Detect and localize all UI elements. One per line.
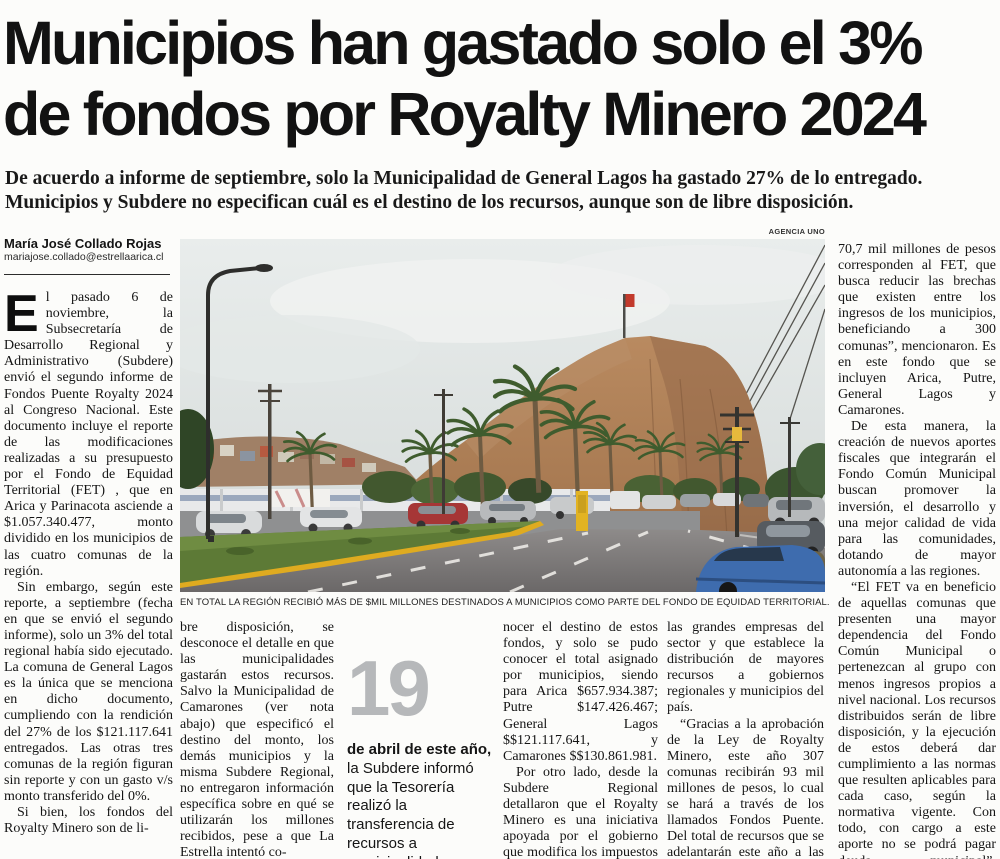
column-6: 70,7 mil millones de pesos corresponden … xyxy=(838,242,996,859)
paragraph: Por otro lado, desde la Subdere Regional… xyxy=(503,764,658,859)
byline-email: mariajose.collado@estrellaarica.cl xyxy=(4,251,164,263)
parked-cars-right xyxy=(695,497,825,592)
cloud xyxy=(550,245,825,305)
paragraph: Si bien, los fondos del Royalty Minero s… xyxy=(4,805,173,837)
paragraph: De esta manera, la creación de nuevos ap… xyxy=(838,419,996,579)
headline-line-2: de fondos por Royalty Minero 2024 xyxy=(3,80,927,148)
paragraph: “Gracias a la aprobación de la Ley de Ro… xyxy=(667,716,824,859)
flag xyxy=(625,294,635,307)
paragraph-text: “El FET va en beneficio de aquellas comu… xyxy=(838,579,996,859)
paragraph-text: l pasado 6 de noviembre, la Subsecretarí… xyxy=(4,290,173,579)
pullquote-bold-lead: de abril de este año, xyxy=(347,741,492,758)
flag-pole xyxy=(623,294,626,338)
drop-cap: E xyxy=(4,285,39,343)
pullquote-block: 19 de abril de este año, la Subdere info… xyxy=(347,620,497,859)
paragraph: 70,7 mil millones de pesos corresponden … xyxy=(838,242,996,418)
byline-rule xyxy=(4,274,170,275)
paragraph: “El FET va en beneficio de aquellas comu… xyxy=(838,580,996,859)
roadside-sign xyxy=(576,491,588,531)
power-pole-right xyxy=(720,407,800,537)
photo-caption: EN TOTAL LA REGIÓN RECIBIÓ MÁS DE $MIL M… xyxy=(180,597,830,608)
deck: De acuerdo a informe de septiembre, solo… xyxy=(5,168,923,213)
pullquote-text: de abril de este año, la Subdere informó… xyxy=(347,741,497,859)
headline-line-1: Municipios han gastado solo el 3% xyxy=(3,9,923,77)
byline-author: María José Collado Rojas xyxy=(4,236,162,251)
photo-credit: AGENCIA UNO xyxy=(768,227,825,236)
street-lamp xyxy=(206,264,273,542)
utility-pole-left xyxy=(258,384,282,519)
article-photo xyxy=(180,239,825,592)
column-5: las grandes empresas del sector y que es… xyxy=(667,620,824,859)
paragraph: Sin embargo, según este reporte, a septi… xyxy=(4,579,173,804)
grass-median xyxy=(180,521,544,590)
utility-pole-mid xyxy=(434,389,453,514)
pullquote-rest: la Subdere informó que la Tesorería real… xyxy=(347,759,474,859)
paragraph: nocer el destino de estos fondos, y solo… xyxy=(503,620,658,764)
parked-cars-distant xyxy=(610,491,769,509)
parked-cars-left xyxy=(196,497,594,539)
photo-illustration xyxy=(180,239,825,592)
paragraph: bre disposición, se desconoce el detalle… xyxy=(180,620,334,859)
column-1: María José Collado Rojas mariajose.colla… xyxy=(4,236,173,857)
cloud xyxy=(180,315,420,383)
column-4: nocer el destino de estos fondos, y solo… xyxy=(503,620,658,859)
pullquote-number: 19 xyxy=(347,644,431,732)
paragraph: las grandes empresas del sector y que es… xyxy=(667,620,824,716)
blue-car xyxy=(695,545,825,592)
byline: María José Collado Rojas mariajose.colla… xyxy=(4,236,173,264)
pole-sign xyxy=(732,427,742,441)
headline: Municipios han gastado solo el 3% de fon… xyxy=(3,8,999,150)
column-2: bre disposición, se desconoce el detalle… xyxy=(180,620,334,859)
